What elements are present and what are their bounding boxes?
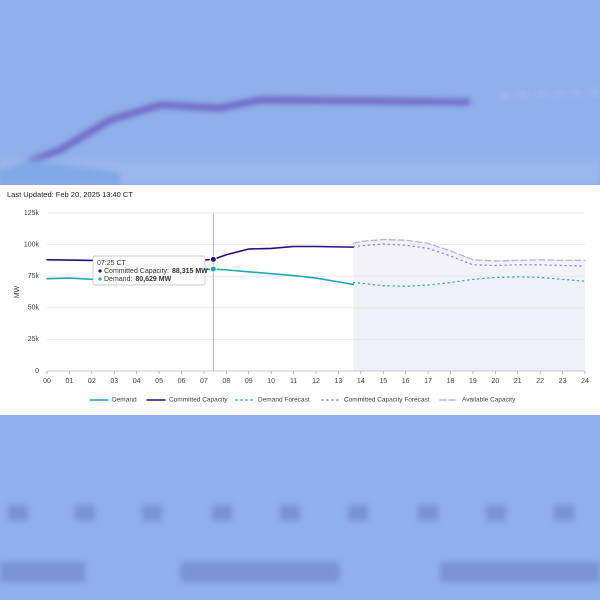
tooltip-label: Committed Capacity:: [104, 268, 169, 275]
tooltip-box: [92, 255, 206, 286]
x-tick-label: 24: [581, 378, 589, 385]
x-tick-label: 04: [133, 378, 141, 385]
tooltip-value: 80,629 MW: [135, 276, 171, 283]
legend-label: Committed Capacity: [169, 397, 228, 404]
legend-label: Demand Forecast: [258, 397, 310, 404]
x-tick-label: 01: [66, 378, 74, 385]
areas: [353, 239, 585, 371]
y-tick-label: 75k: [28, 273, 40, 280]
x-tick-label: 08: [222, 378, 230, 385]
x-tick-label: 15: [379, 378, 387, 385]
y-tick-label: 125k: [24, 210, 40, 217]
tooltip-line: Committed Capacity: 88,315 MW: [104, 268, 208, 275]
tooltip-value: 88,315 MW: [172, 268, 208, 275]
blurred-background: [0, 90, 600, 582]
legend: Demand Committed Capacity Demand Forecast C…: [89, 397, 516, 404]
x-tick-label: 05: [155, 378, 163, 385]
x-tick-label: 23: [559, 378, 567, 385]
series-line: [352, 276, 586, 287]
x-tick-label: 22: [536, 378, 544, 385]
x-tick-label: 10: [267, 378, 275, 385]
x-tick-label: 00: [43, 378, 51, 385]
x-tick-label: 03: [110, 378, 118, 385]
tooltip-time: 07:25 CT: [97, 260, 127, 267]
forecast-area: [353, 239, 585, 371]
legend-label: Available Capacity: [462, 397, 516, 404]
tooltip-bullet: [98, 269, 102, 273]
x-tick-label: 06: [178, 378, 186, 385]
tooltip-label: Demand:: [104, 276, 132, 283]
legend-label: Committed Capacity Forecast: [344, 397, 430, 404]
hover-marker: [209, 265, 217, 273]
series-line: [352, 238, 586, 262]
last-updated: Last Updated: Feb 20, 2025 13:40 CT: [7, 190, 133, 199]
x-tick-label: 12: [312, 378, 320, 385]
y-tick-label: 25k: [28, 336, 40, 343]
x-tick-label: 21: [514, 378, 522, 385]
x-tick-label: 11: [290, 378, 297, 385]
y-axis-label: MW: [14, 285, 21, 298]
tooltip-line: Demand: 80,629 MW: [104, 276, 172, 283]
y-tick-label: 100k: [24, 241, 40, 248]
grid: 0 25k 50k 75k 100k 125k 00 01 02 03 04 05 06 07 08 09 10…: [24, 210, 589, 385]
y-tick-label: 50k: [28, 305, 40, 312]
tooltip-bullet: [98, 277, 102, 281]
x-tick-label: 20: [491, 378, 499, 385]
x-tick-label: 09: [245, 378, 253, 385]
x-tick-label: 14: [357, 378, 365, 385]
series-line: [352, 243, 586, 267]
x-tick-label: 07: [200, 378, 208, 385]
x-tick-label: 17: [424, 378, 432, 385]
x-tick-label: 18: [447, 378, 455, 385]
x-tick-label: 19: [469, 378, 477, 385]
x-tick-label: 16: [402, 378, 410, 385]
x-tick-label: 02: [88, 378, 96, 385]
y-tick-label: 0: [35, 368, 39, 375]
x-tick-label: 13: [335, 378, 343, 385]
hover-marker: [209, 255, 217, 263]
legend-label: Demand: [112, 397, 137, 404]
